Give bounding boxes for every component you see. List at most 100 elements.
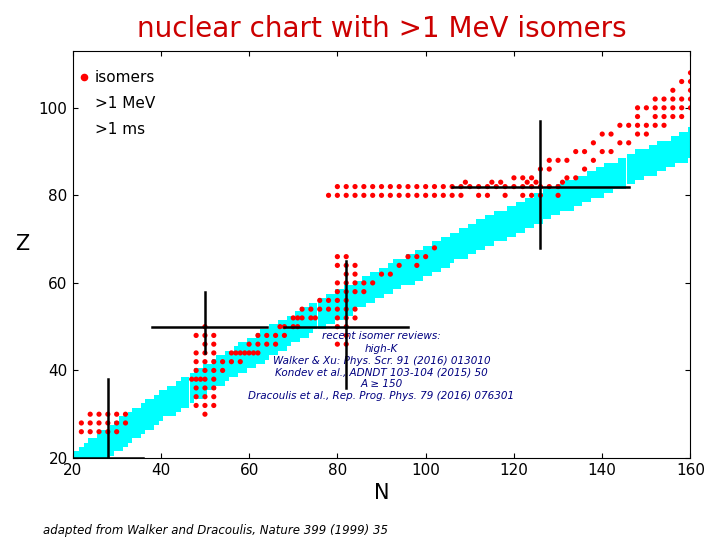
- Point: [526, 221, 537, 230]
- Point: [641, 156, 652, 165]
- Point: [606, 178, 617, 186]
- Point: [76, 445, 87, 454]
- Point: [689, 143, 701, 152]
- Point: [217, 370, 228, 379]
- Point: [477, 226, 489, 235]
- Point: [181, 375, 193, 383]
- Point: [199, 383, 211, 392]
- Point: [341, 183, 352, 191]
- Point: [270, 322, 282, 331]
- Point: [451, 239, 462, 248]
- Point: [565, 204, 577, 213]
- Point: [301, 314, 312, 322]
- Point: [495, 208, 506, 217]
- Point: [190, 370, 202, 379]
- Point: [685, 69, 696, 77]
- Point: [270, 331, 282, 340]
- Point: [451, 244, 462, 252]
- Point: [261, 340, 272, 348]
- Point: [341, 305, 352, 314]
- Point: [535, 195, 546, 204]
- Point: [407, 261, 418, 269]
- Point: [252, 357, 264, 366]
- Point: [111, 410, 122, 418]
- Point: [495, 178, 506, 186]
- Point: [588, 156, 599, 165]
- Point: [662, 152, 674, 160]
- Point: [358, 287, 369, 296]
- Point: [645, 152, 657, 160]
- Point: [433, 248, 445, 256]
- Point: [433, 261, 445, 269]
- Point: [424, 261, 436, 269]
- Point: [168, 406, 180, 414]
- Point: [186, 375, 197, 383]
- Point: [318, 322, 330, 331]
- Point: [614, 183, 626, 191]
- Point: [552, 191, 564, 200]
- Point: [279, 331, 290, 340]
- Point: [623, 138, 634, 147]
- Point: [473, 235, 485, 244]
- Point: [601, 178, 613, 186]
- Point: [446, 235, 458, 244]
- Point: [181, 401, 193, 410]
- Point: [530, 217, 541, 226]
- Point: [274, 327, 286, 335]
- Point: [341, 309, 352, 318]
- Point: [583, 178, 595, 186]
- Point: [181, 388, 193, 397]
- Point: [150, 397, 162, 406]
- Point: [508, 173, 520, 182]
- Point: [636, 152, 648, 160]
- Point: [513, 226, 524, 235]
- Point: [667, 156, 679, 165]
- Point: [570, 187, 582, 195]
- Point: [323, 292, 334, 300]
- Point: [349, 283, 361, 292]
- Point: [433, 244, 445, 252]
- Point: [256, 327, 268, 335]
- Point: [332, 292, 343, 300]
- Point: [376, 274, 387, 283]
- Point: [592, 178, 603, 186]
- Point: [199, 366, 211, 375]
- Point: [513, 213, 524, 221]
- Point: [261, 331, 272, 340]
- Point: [402, 270, 414, 279]
- Point: [336, 292, 348, 300]
- Point: [266, 322, 277, 331]
- Point: [372, 283, 383, 292]
- Point: [98, 427, 109, 436]
- Point: [428, 183, 440, 191]
- Point: [627, 156, 639, 165]
- Point: [636, 169, 648, 178]
- Point: [107, 436, 118, 445]
- Point: [199, 357, 211, 366]
- Point: [693, 134, 705, 143]
- Point: [552, 183, 564, 191]
- Point: [138, 427, 149, 436]
- Point: [341, 287, 352, 296]
- Point: [411, 256, 423, 265]
- Point: [102, 454, 114, 462]
- Point: [442, 235, 454, 244]
- Point: [190, 366, 202, 375]
- Point: [221, 366, 233, 375]
- Point: [332, 287, 343, 296]
- Point: [89, 449, 100, 458]
- Point: [159, 397, 171, 406]
- Point: [662, 160, 674, 169]
- Point: [256, 344, 268, 353]
- Point: [367, 183, 379, 191]
- Point: [667, 143, 679, 152]
- Point: [225, 366, 237, 375]
- Point: [380, 274, 392, 283]
- Point: [230, 362, 242, 370]
- Point: [181, 383, 193, 392]
- Point: [142, 406, 153, 414]
- Point: [521, 204, 533, 213]
- Point: [517, 173, 528, 182]
- Point: [266, 349, 277, 357]
- Point: [552, 187, 564, 195]
